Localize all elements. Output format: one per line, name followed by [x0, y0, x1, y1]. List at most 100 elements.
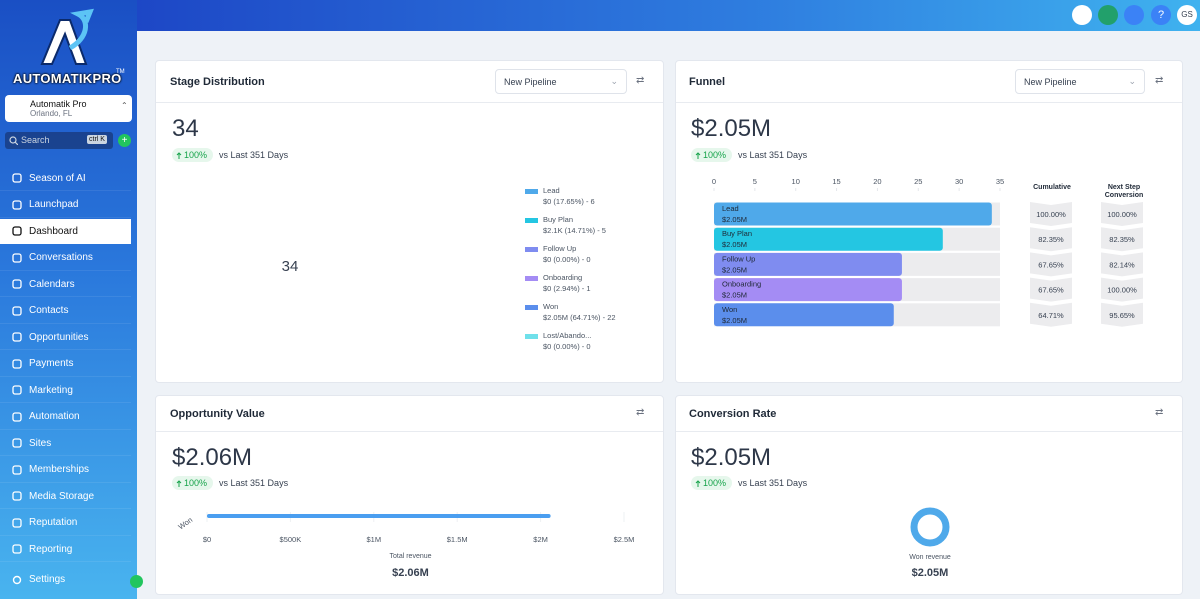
legend-name: Won	[543, 302, 558, 311]
account-location: Orlando, FL	[30, 109, 73, 118]
filter-button[interactable]: ⇄	[636, 407, 645, 418]
change-badge: 100%	[172, 148, 214, 162]
bar-amount: $2.05M	[722, 240, 747, 249]
chevron	[1101, 302, 1143, 327]
menu-icon	[12, 252, 22, 263]
dropdown-value: New Pipeline	[504, 76, 557, 87]
up-arrow	[695, 151, 701, 159]
menu-item[interactable]: Opportunities	[0, 325, 131, 350]
menu-label: Memberships	[29, 464, 90, 475]
legend-swatch	[525, 189, 538, 194]
bar-name: Lead	[722, 204, 739, 213]
x-tick-label: $1.5M	[447, 535, 468, 544]
x-tick-label: 30	[955, 177, 963, 186]
account-switcher[interactable]: Automatik Pro Orlando, FL ⌃	[5, 95, 132, 122]
notification-button[interactable]	[1124, 5, 1144, 25]
search-box[interactable]: Search ctrl K	[5, 132, 113, 149]
menu-item[interactable]: Conversations	[0, 246, 131, 271]
avatar[interactable]: GS	[1177, 5, 1197, 25]
menu-icon	[12, 226, 22, 236]
stage-donut-chart: Lead $0 (17.65%) - 6 Buy Plan $2.1K (14.71%…	[282, 186, 616, 351]
cumulative-value: 100.00%	[1036, 210, 1066, 219]
chevron	[1030, 277, 1072, 302]
card-title: Funnel	[689, 76, 726, 88]
menu-item[interactable]: Dashboard	[0, 219, 131, 244]
collapse-button[interactable]	[130, 575, 143, 588]
menu-label: Payments	[29, 358, 74, 369]
icon-shape	[12, 279, 22, 289]
funnel-bar	[714, 303, 894, 327]
menu-item[interactable]: Reporting	[0, 537, 131, 562]
filter-button[interactable]: ⇄	[1155, 75, 1164, 86]
chevron: ⌃	[121, 101, 128, 110]
comparison: vs Last 351 Days	[219, 478, 289, 488]
icon-shape	[12, 332, 22, 342]
menu-icon	[12, 491, 22, 501]
announcement-button[interactable]	[1098, 5, 1118, 25]
help-button[interactable]: ?	[1151, 5, 1171, 25]
menu-item[interactable]: Memberships	[0, 458, 131, 483]
menu-item[interactable]: Reputation	[0, 511, 131, 536]
chevron	[1101, 227, 1143, 252]
cumulative-value: 67.65%	[1038, 260, 1064, 269]
icon-shape	[12, 358, 22, 369]
next-step-value: 82.14%	[1109, 260, 1135, 269]
x-tick-label: $500K	[280, 535, 302, 544]
legend-detail: $0 (0.00%) - 0	[543, 342, 591, 351]
bar-amount: $2.05M	[722, 265, 747, 274]
menu-item[interactable]: Contacts	[0, 299, 131, 324]
chevron	[1030, 202, 1072, 226]
icon-shape	[12, 252, 22, 263]
change-row: 100% vs Last 351 Days	[172, 148, 288, 162]
opportunity-bar-chart: $0 $500K $1M $1.5M $2M $2.5M Won	[176, 512, 634, 544]
change-value: 100%	[184, 150, 208, 160]
donut-center-label: 34	[282, 258, 299, 275]
menu-item[interactable]: Marketing	[0, 378, 131, 403]
menu-item[interactable]: Calendars	[0, 272, 131, 297]
card-title: Opportunity Value	[170, 408, 265, 420]
change-badge: 100%	[172, 476, 214, 490]
legend-name: Lead	[543, 186, 560, 195]
menu-item[interactable]: Launchpad	[0, 193, 131, 218]
opportunity-value-card: Opportunity Value ⇄ $2.06M 100% vs Last …	[155, 395, 664, 595]
icon-shape	[12, 385, 22, 395]
icon-shape	[12, 517, 22, 528]
phone-button[interactable]	[1072, 5, 1092, 25]
pipeline-dropdown[interactable]: New Pipeline ⌄	[1015, 69, 1145, 94]
menu-item[interactable]: Sites	[0, 431, 131, 456]
x-tick-label: $0	[203, 535, 211, 544]
menu-icon	[12, 332, 22, 342]
x-tick-label: $2M	[533, 535, 548, 544]
settings-item[interactable]: Settings	[0, 567, 131, 592]
menu-label: Launchpad	[29, 199, 79, 210]
menu-icon	[12, 464, 22, 475]
comparison: vs Last 351 Days	[738, 150, 808, 160]
quick-add[interactable]: +	[118, 134, 131, 147]
menu-icon	[12, 279, 22, 289]
icon-shape	[12, 173, 22, 183]
x-tick-label: 20	[873, 177, 881, 186]
next-step-value: 100.00%	[1107, 286, 1137, 295]
funnel-bar	[714, 278, 902, 302]
x-tick-label: 5	[753, 177, 757, 186]
icon-shape	[12, 226, 22, 236]
menu-item[interactable]: Payments	[0, 352, 131, 377]
stage-distribution-card: Stage Distribution New Pipeline ⌄ ⇄ 34 10…	[155, 60, 664, 383]
menu-item[interactable]: Automation	[0, 405, 131, 430]
menu-label: Conversations	[29, 252, 93, 263]
filter-button[interactable]: ⇄	[1155, 407, 1164, 418]
next-step-value: 100.00%	[1107, 210, 1137, 219]
icon-shape	[12, 464, 22, 475]
filter-button[interactable]: ⇄	[636, 75, 645, 86]
menu-item[interactable]: Media Storage	[0, 484, 131, 509]
menu-label: Season of AI	[29, 172, 86, 184]
pipeline-dropdown[interactable]: New Pipeline ⌄	[495, 69, 627, 94]
menu-icon	[12, 575, 22, 584]
menu-icon	[12, 358, 22, 369]
icon-shape	[12, 438, 22, 448]
legend-swatch	[525, 247, 538, 252]
footer-value: $2.05M	[911, 567, 949, 579]
icon-shape	[12, 305, 22, 316]
menu-item[interactable]: Season of AI	[0, 166, 131, 191]
chevron	[1101, 252, 1143, 277]
